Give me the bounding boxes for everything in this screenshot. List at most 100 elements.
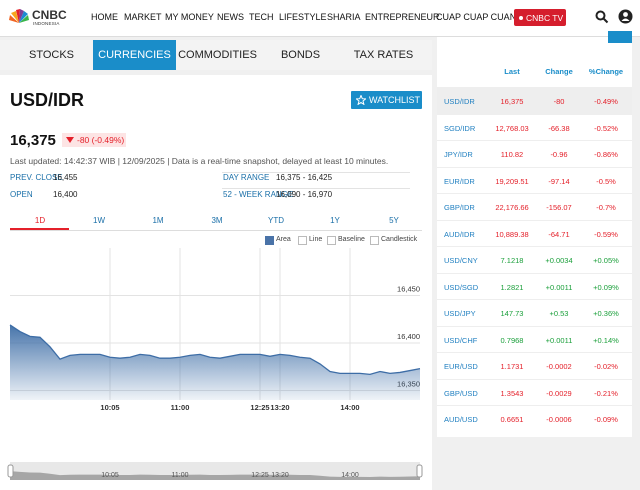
last: 0.6651 <box>500 415 524 424</box>
checkbox[interactable] <box>370 236 379 245</box>
table-row[interactable]: SGD/IDR 12,768.03 -66.38 -0.52% <box>437 113 632 141</box>
navigator-handle <box>416 464 423 478</box>
range-tab[interactable]: 1W <box>93 216 105 225</box>
tv-label: CNBC TV <box>526 13 564 23</box>
tab[interactable]: STOCKS <box>10 40 93 70</box>
tab[interactable]: COMMODITIES <box>176 40 259 70</box>
table-row[interactable]: AUD/USD 0.6651 -0.0006 -0.09% <box>437 405 632 432</box>
tab[interactable]: TAX RATES <box>342 40 425 70</box>
range-tab[interactable]: 3M <box>211 216 223 225</box>
navigator-tick-label: 13:20 <box>271 472 289 479</box>
table-row[interactable]: USD/JPY 147.73 +0.53 +0.36% <box>437 299 632 326</box>
range-tab[interactable]: 1Y <box>330 216 340 225</box>
nav-link[interactable]: SHARIA <box>327 12 361 22</box>
nav-link[interactable]: HOME <box>91 12 118 22</box>
stat-value: 16,455 <box>53 173 78 182</box>
user-icon[interactable] <box>618 9 633 24</box>
y-tick-label: 16,400 <box>397 332 420 341</box>
stat-value: 16,400 <box>53 190 78 199</box>
nav-link[interactable]: ENTREPRENEUR <box>365 12 440 22</box>
navigator-tick-label: 12:25 <box>251 472 269 479</box>
search-icon[interactable] <box>595 10 609 24</box>
tab-label: COMMODITIES <box>178 49 257 61</box>
table-row[interactable]: USD/CHF 0.7968 +0.0011 +0.14% <box>437 325 632 353</box>
quote-panel: WATCHLIST -80 (-0.49%) USD/IDR 16,375 Last… <box>0 75 432 490</box>
checkbox-label: Baseline <box>338 236 365 243</box>
price-chart: 10:0511:0012:2513:2014:0016,35016,40016,… <box>7 248 423 480</box>
range-tab[interactable]: 5Y <box>389 216 399 225</box>
table-row[interactable]: EUR/USD 1.1731 -0.0002 -0.02% <box>437 352 632 379</box>
tv-button[interactable]: CNBC TV <box>514 9 566 26</box>
tab-label: CURRENCIES <box>98 49 171 61</box>
table-button[interactable] <box>608 31 632 43</box>
last: 22,176.66 <box>495 203 529 212</box>
table-row[interactable]: GBP/USD 1.3543 -0.0029 -0.21% <box>437 378 632 406</box>
change: -0.0029 <box>546 388 572 398</box>
nav-link[interactable]: NEWS <box>217 12 244 22</box>
percent-change: -0.52% <box>594 123 618 133</box>
navigator-area <box>10 471 420 480</box>
last: 147.73 <box>500 309 524 318</box>
change: -97.14 <box>548 176 570 186</box>
stat-label: 52 - WEEK RANGE <box>223 190 294 199</box>
separator <box>222 172 410 173</box>
change: -0.96 <box>550 150 568 159</box>
change: -80 <box>553 97 565 106</box>
stat-value: 16,090 - 16,970 <box>276 190 333 199</box>
checkbox[interactable] <box>298 236 307 245</box>
stat-label: OPEN <box>10 190 33 199</box>
percent-change: -0.7% <box>596 203 616 212</box>
table-row[interactable]: USD/IDR 16,375 -80 -0.49% <box>437 87 632 114</box>
last: 10,889.38 <box>495 229 529 239</box>
percent-change: +0.36% <box>593 309 619 318</box>
nav-link[interactable]: LIFESTYLE <box>279 12 327 22</box>
percent-change: -0.86% <box>594 150 618 159</box>
line <box>9 324 421 376</box>
area <box>10 324 420 400</box>
stat-label: PREV. CLOSE <box>10 173 63 182</box>
percent-change: +0.09% <box>593 282 619 292</box>
table-row[interactable]: EUR/IDR 19,209.51 -97.14 -0.5% <box>437 166 632 194</box>
watchlist-label: WATCHLIST <box>369 95 420 105</box>
watchlist-button[interactable]: WATCHLIST <box>351 91 422 109</box>
range-tab[interactable]: YTD <box>268 216 284 225</box>
x-tick-label: 10:05 <box>100 403 119 412</box>
column-header: %Change <box>588 67 624 76</box>
tab[interactable]: CURRENCIES <box>93 40 176 70</box>
stat-value: 16,375 - 16,425 <box>276 173 333 182</box>
nav-link[interactable]: MARKET <box>124 12 162 22</box>
table-row[interactable]: AUD/IDR 10,889.38 -64.71 -0.59% <box>437 219 632 247</box>
range-tab[interactable]: 1M <box>152 216 164 225</box>
column-header: Change <box>545 67 573 76</box>
change: +0.0011 <box>545 335 573 345</box>
logo[interactable]: CNBC <box>32 8 67 22</box>
change: +0.0011 <box>545 282 573 292</box>
table-row[interactable]: JPY/IDR 110.82 -0.96 -0.86% <box>437 140 632 167</box>
table-row[interactable]: GBP/IDR 22,176.66 -156.07 -0.7% <box>437 193 632 220</box>
pair: USD/IDR <box>444 97 475 106</box>
tab[interactable]: BONDS <box>259 40 342 70</box>
navigator-handle <box>7 464 14 478</box>
symbol: USD/IDR <box>10 90 85 110</box>
nav-link[interactable]: CUAP CUAP CUAN <box>436 12 517 22</box>
x-tick-label: 11:00 <box>171 403 190 412</box>
table-row[interactable]: USD/CNY 7.1218 +0.0034 +0.05% <box>437 246 632 273</box>
nav-link[interactable]: MY MONEY <box>165 12 214 22</box>
star-icon <box>356 95 366 105</box>
x-tick-label: 13:20 <box>270 403 289 412</box>
tab-label: BONDS <box>280 49 321 61</box>
checkbox[interactable] <box>327 236 336 245</box>
percent-change: +0.14% <box>593 335 619 345</box>
logo-sub: INDONESIA <box>33 21 60 26</box>
nav-link[interactable]: TECH <box>249 12 274 22</box>
pair: GBP/USD <box>444 388 478 398</box>
table-row[interactable]: USD/SGD 1.2821 +0.0011 +0.09% <box>437 272 632 300</box>
checkbox[interactable] <box>265 236 274 245</box>
range-rule <box>10 230 422 231</box>
range-tab[interactable]: 1D <box>34 216 46 225</box>
pair: JPY/IDR <box>444 150 473 159</box>
separator <box>222 188 410 189</box>
pair: EUR/USD <box>444 362 478 371</box>
last: 12,768.03 <box>495 123 529 133</box>
checkbox-label: Area <box>276 236 291 243</box>
